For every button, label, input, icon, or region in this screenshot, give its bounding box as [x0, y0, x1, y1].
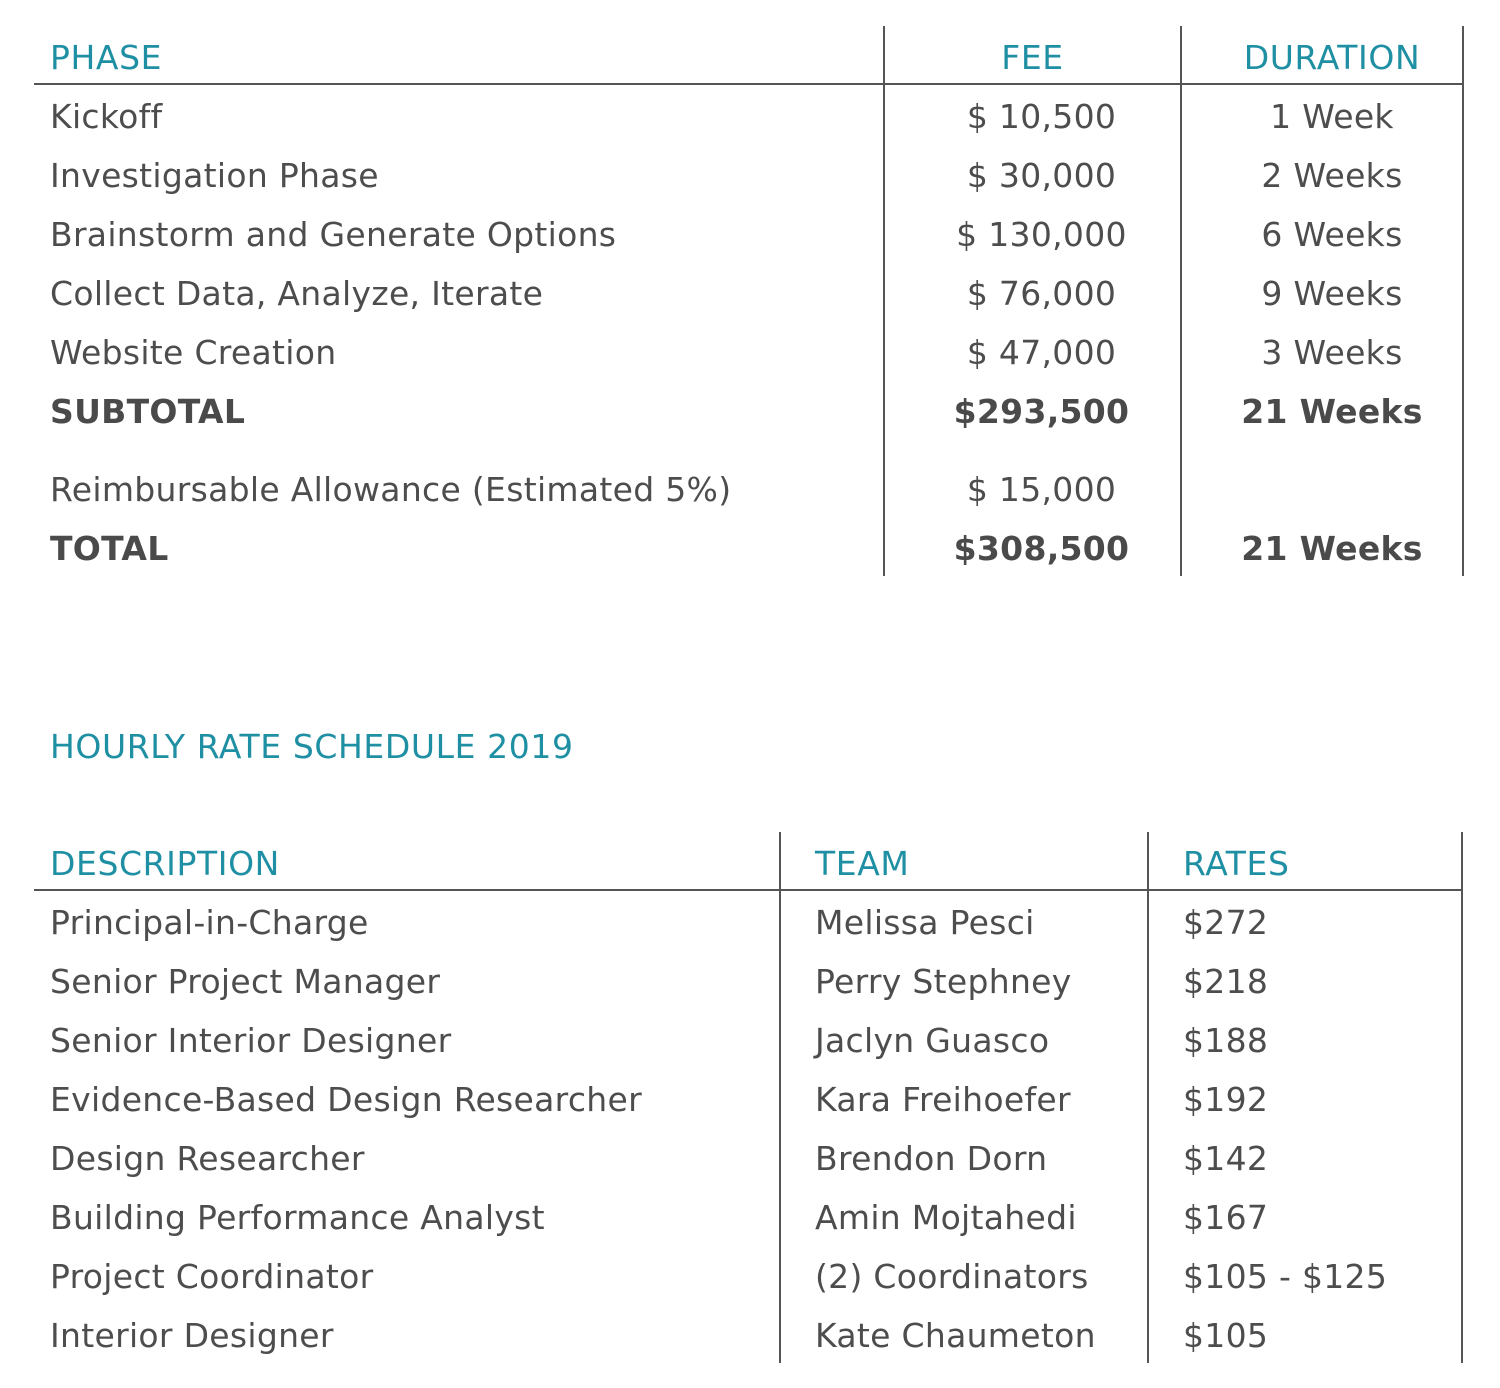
duration-cell: 3 Weeks — [1261, 333, 1403, 372]
rate-header-rule — [34, 889, 1463, 891]
description-cell: Senior Interior Designer — [50, 1021, 452, 1060]
description-header: DESCRIPTION — [50, 844, 280, 883]
description-cell: Principal-in-Charge — [50, 903, 369, 942]
fee-cell: $ 10,500 — [966, 97, 1117, 136]
phase-header: PHASE — [50, 38, 163, 77]
description-cell: Interior Designer — [50, 1316, 334, 1355]
rate-cell: $105 — [1183, 1316, 1269, 1355]
team-cell: Brendon Dorn — [815, 1139, 1048, 1178]
team-cell: Perry Stephney — [815, 962, 1072, 1001]
hourly-rate-title: HOURLY RATE SCHEDULE 2019 — [50, 727, 574, 766]
subtotal-label: SUBTOTAL — [50, 392, 246, 431]
rate-cell: $218 — [1183, 962, 1269, 1001]
total-label: TOTAL — [50, 529, 169, 568]
description-cell: Design Researcher — [50, 1139, 365, 1178]
phase-cell: Collect Data, Analyze, Iterate — [50, 274, 544, 313]
rates-col-divider — [1147, 832, 1149, 1363]
fee-header: FEE — [1001, 38, 1064, 77]
team-cell: Melissa Pesci — [815, 903, 1035, 942]
description-cell: Evidence-Based Design Researcher — [50, 1080, 642, 1119]
fee-cell: $ 76,000 — [966, 274, 1117, 313]
rate-cell: $272 — [1183, 903, 1269, 942]
description-cell: Senior Project Manager — [50, 962, 441, 1001]
fee-cell: $ 130,000 — [956, 215, 1127, 254]
team-cell: (2) Coordinators — [815, 1257, 1089, 1296]
rate-cell: $142 — [1183, 1139, 1269, 1178]
team-cell: Jaclyn Guasco — [815, 1021, 1050, 1060]
fee-header-rule — [34, 83, 1464, 85]
fee-cell: $ 30,000 — [966, 156, 1117, 195]
phase-cell: Kickoff — [50, 97, 163, 136]
rate-table-right-border — [1461, 832, 1463, 1363]
rate-cell: $188 — [1183, 1021, 1269, 1060]
rate-cell: $167 — [1183, 1198, 1269, 1237]
rate-cell: $192 — [1183, 1080, 1269, 1119]
description-cell: Project Coordinator — [50, 1257, 374, 1296]
fee-col-divider — [883, 26, 885, 576]
team-cell: Kate Chaumeton — [815, 1316, 1096, 1355]
phase-cell: Brainstorm and Generate Options — [50, 215, 617, 254]
duration-header: DURATION — [1243, 38, 1421, 77]
duration-cell: 9 Weeks — [1261, 274, 1403, 313]
duration-cell: 2 Weeks — [1261, 156, 1403, 195]
fee-cell: $ 47,000 — [966, 333, 1117, 372]
rates-header: RATES — [1183, 844, 1290, 883]
team-cell: Kara Freihoefer — [815, 1080, 1071, 1119]
total-fee: $308,500 — [953, 529, 1130, 568]
team-header: TEAM — [815, 844, 910, 883]
team-col-divider — [779, 832, 781, 1363]
fee-table-right-border — [1462, 26, 1464, 576]
duration-cell: 1 Week — [1270, 97, 1394, 136]
duration-col-divider — [1180, 26, 1182, 576]
phase-cell: Website Creation — [50, 333, 337, 372]
description-cell: Building Performance Analyst — [50, 1198, 545, 1237]
team-cell: Amin Mojtahedi — [815, 1198, 1077, 1237]
rate-cell: $105 - $125 — [1183, 1257, 1388, 1296]
subtotal-duration: 21 Weeks — [1241, 392, 1423, 431]
reimbursable-label: Reimbursable Allowance (Estimated 5%) — [50, 470, 732, 509]
phase-cell: Investigation Phase — [50, 156, 379, 195]
subtotal-fee: $293,500 — [953, 392, 1130, 431]
duration-cell: 6 Weeks — [1261, 215, 1403, 254]
reimbursable-fee: $ 15,000 — [966, 470, 1117, 509]
total-duration: 21 Weeks — [1241, 529, 1423, 568]
